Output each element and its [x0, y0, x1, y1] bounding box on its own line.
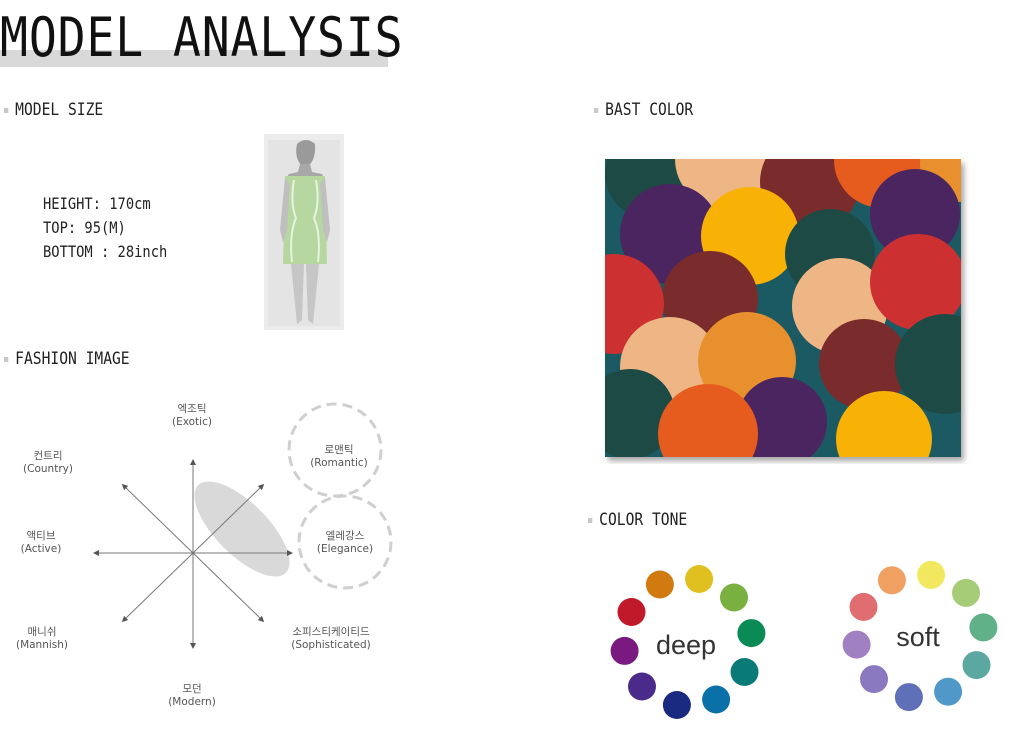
- soft-tone-wheel: soft: [822, 556, 1012, 726]
- model-silhouette-figure: [264, 134, 344, 330]
- tone-dot: [860, 665, 888, 694]
- bast-color-palette: [605, 159, 961, 457]
- section-label: COLOR TONE: [599, 510, 688, 530]
- fashion-image-map: [93, 402, 393, 649]
- tone-dot: [720, 583, 748, 612]
- tone-dot: [645, 570, 674, 599]
- tone-dot: [894, 683, 923, 712]
- label-modern: 모던 (Modern): [168, 683, 216, 708]
- section-label: FASHION IMAGE: [15, 349, 130, 369]
- tone-dot: [685, 565, 714, 593]
- style-ellipse: [194, 481, 290, 577]
- section-label: MODEL SIZE: [15, 100, 104, 120]
- section-label: BAST COLOR: [605, 100, 694, 120]
- model-size-info: HEIGHT: 170cm TOP: 95(M) BOTTOM : 28inch: [43, 192, 167, 264]
- tone-dot: [917, 560, 946, 589]
- label-sophisticated: 소피스티케이티드 (Sophisticated): [291, 626, 371, 651]
- label-country: 컨트리 (Country): [23, 450, 73, 475]
- bullet-icon: [594, 107, 599, 113]
- tone-dot: [628, 672, 656, 701]
- page-title: MODEL ANALYSIS: [0, 6, 404, 69]
- label-exotic: 엑조틱 (Exotic): [172, 403, 212, 428]
- bottom-value: BOTTOM : 28inch: [43, 242, 168, 261]
- section-bast-color: BAST COLOR: [594, 100, 693, 120]
- label-romantic: 로맨틱 (Romantic): [310, 444, 368, 469]
- tone-dot: [737, 619, 766, 648]
- soft-dots: [842, 560, 998, 712]
- section-color-tone: COLOR TONE: [588, 510, 687, 530]
- deep-label: deep: [656, 630, 716, 660]
- height-value: HEIGHT: 170cm: [43, 194, 151, 213]
- bullet-icon: [4, 107, 9, 113]
- bullet-icon: [4, 356, 9, 362]
- label-active: 액티브 (Active): [20, 530, 62, 555]
- top-value: TOP: 95(M): [43, 218, 126, 237]
- soft-label: soft: [896, 622, 940, 652]
- title-underline: [0, 50, 388, 67]
- tone-dot: [730, 658, 759, 686]
- tone-dot: [969, 613, 998, 642]
- tone-dot: [952, 578, 980, 607]
- tone-dot: [934, 677, 963, 706]
- tone-dot: [617, 598, 646, 626]
- label-mannish: 매니쉬 (Mannish): [15, 626, 69, 651]
- section-model-size: MODEL SIZE: [4, 100, 103, 120]
- tone-dot: [702, 685, 731, 714]
- tone-dot: [849, 592, 878, 621]
- elegance-dashed-circle: [297, 494, 393, 590]
- deep-dots: [610, 565, 766, 719]
- tone-dot: [662, 691, 691, 719]
- tone-dot: [962, 651, 991, 680]
- bullet-icon: [588, 517, 593, 523]
- romantic-dashed-circle: [287, 402, 383, 498]
- section-fashion-image: FASHION IMAGE: [4, 349, 130, 369]
- tone-dot: [610, 636, 639, 665]
- deep-tone-wheel: deep: [596, 556, 786, 726]
- label-elegance: 엘레강스 (Elegance): [316, 530, 374, 555]
- tone-dot: [877, 566, 906, 595]
- tone-dot: [842, 630, 871, 659]
